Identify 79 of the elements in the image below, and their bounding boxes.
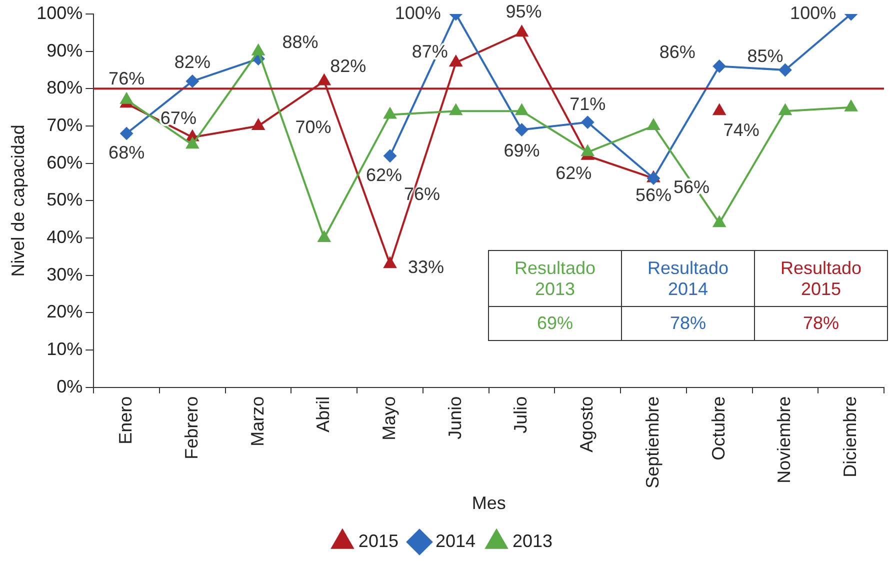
- x-tick-label: Febrero: [181, 396, 202, 460]
- y-tick-label: 100%: [36, 2, 83, 23]
- y-tick-label: 10%: [46, 338, 83, 359]
- data-label: 69%: [504, 140, 540, 161]
- point: [383, 256, 397, 268]
- x-tick-label: Agosto: [576, 396, 597, 452]
- x-tick-label: Julio: [510, 396, 531, 434]
- annotation: Resultado 2013: [488, 250, 622, 306]
- point: [252, 118, 265, 130]
- point: [384, 149, 397, 162]
- x-tick-label: Enero: [116, 396, 136, 444]
- annotation: 78%: [622, 306, 754, 340]
- point: [844, 100, 858, 112]
- data-label: 62%: [366, 164, 402, 185]
- y-tick-label: 20%: [46, 302, 83, 322]
- y-tick-label: 50%: [46, 190, 83, 210]
- data-label: 70%: [295, 116, 332, 137]
- data-label: 82%: [330, 56, 366, 76]
- point: [186, 74, 199, 88]
- data-label: 88%: [282, 32, 318, 52]
- point: [712, 60, 726, 73]
- legend-label: 2014: [435, 530, 476, 551]
- annotation: 69%: [488, 306, 622, 340]
- data-label: 62%: [556, 162, 592, 183]
- data-label: 95%: [506, 2, 542, 22]
- legend-label: 2015: [358, 530, 398, 551]
- point: [712, 216, 726, 228]
- x-axis-title: Mes: [472, 493, 506, 514]
- x-tick-label: Marzo: [247, 396, 268, 446]
- annotation: Resultado 2014: [622, 250, 754, 306]
- data-label: 33%: [408, 257, 444, 278]
- point: [120, 126, 134, 140]
- data-label: 74%: [723, 120, 760, 140]
- point: [515, 25, 528, 37]
- x-tick-label: Abril: [313, 396, 334, 432]
- point: [778, 104, 792, 116]
- y-tick-label: 40%: [46, 226, 83, 247]
- x-tick-label: Mayo: [378, 396, 399, 440]
- point: [252, 44, 265, 56]
- annotation: 78%: [754, 306, 888, 340]
- point: [186, 137, 199, 149]
- data-label: 71%: [570, 94, 606, 114]
- point: [581, 116, 594, 129]
- point: [515, 123, 528, 136]
- point: [712, 104, 726, 116]
- legend-label: 2013: [512, 530, 553, 551]
- data-label: 86%: [659, 42, 696, 62]
- point: [449, 104, 462, 116]
- point: [120, 92, 134, 104]
- point: [383, 107, 397, 119]
- point: [778, 64, 792, 77]
- data-label: 76%: [108, 68, 145, 89]
- x-tick-label: Diciembre: [840, 396, 860, 478]
- y-tick-label: 60%: [46, 152, 83, 172]
- point: [646, 172, 660, 185]
- y-tick-label: 90%: [46, 40, 83, 60]
- point: [646, 118, 660, 130]
- y-tick-label: 70%: [46, 114, 83, 135]
- data-label: 100%: [394, 2, 441, 23]
- y-tick-label: 30%: [46, 264, 83, 284]
- x-tick-label: Junio: [444, 396, 465, 440]
- point: [449, 55, 462, 67]
- y-axis-title: Nivel de capacidad: [8, 124, 28, 277]
- x-tick-label: Octubre: [708, 396, 728, 460]
- x-tick-label: Septiembre: [642, 396, 662, 488]
- data-label: 85%: [747, 46, 784, 66]
- data-label: 68%: [108, 142, 145, 162]
- annotation: Resultado 2015: [754, 250, 888, 306]
- y-tick-label: 80%: [46, 78, 83, 98]
- y-tick-label: 0%: [56, 376, 83, 396]
- data-label: 100%: [790, 2, 836, 23]
- data-label: 56%: [635, 185, 672, 206]
- point: [318, 74, 331, 86]
- point: [515, 104, 528, 116]
- data-label: 82%: [174, 52, 210, 72]
- data-label: 67%: [160, 108, 196, 128]
- point: [318, 230, 331, 242]
- x-tick-label: Noviembre: [774, 396, 794, 484]
- point: [581, 144, 594, 156]
